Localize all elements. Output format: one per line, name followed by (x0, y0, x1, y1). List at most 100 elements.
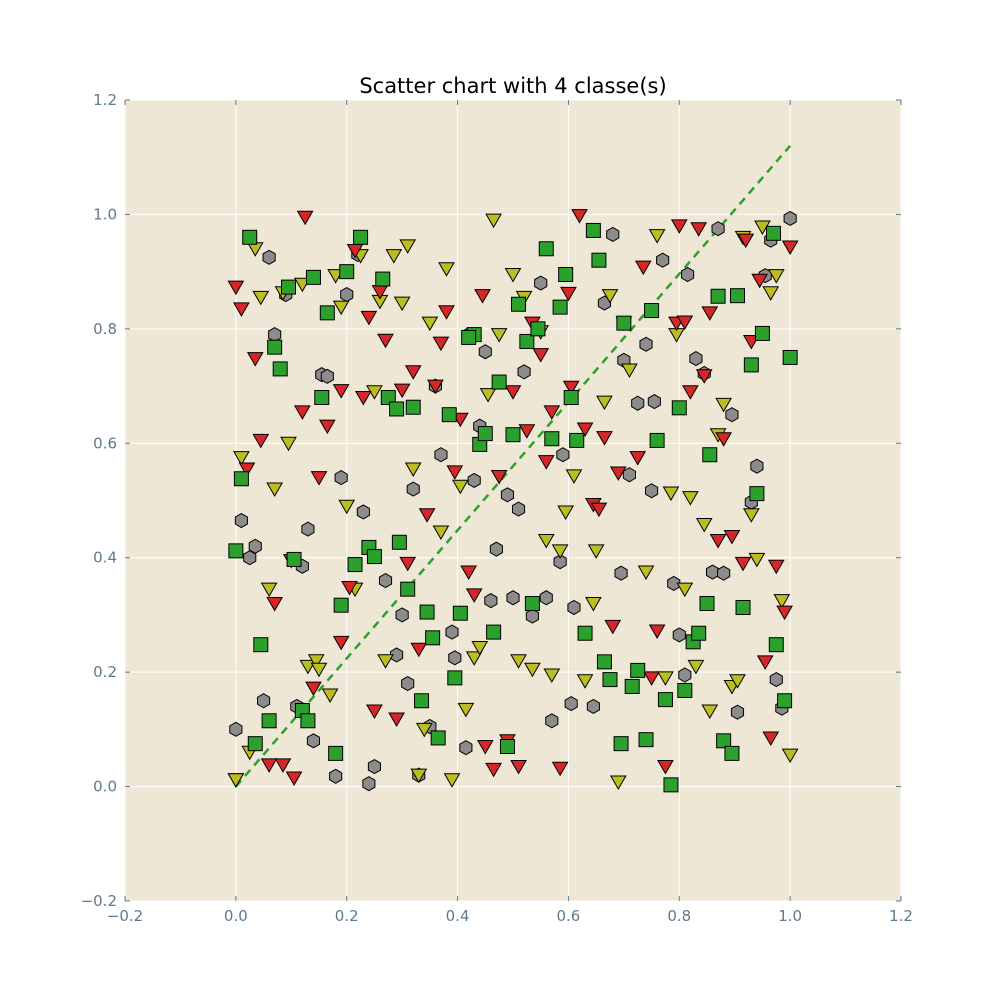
hexagon-point (406, 481, 420, 497)
red-triangle-point (723, 530, 741, 545)
yellow-triangle-point (729, 674, 746, 689)
yellow-triangle-point (465, 651, 483, 666)
square-point (768, 637, 784, 653)
square-point (353, 229, 369, 245)
red-triangle-point (246, 352, 264, 367)
square-point (447, 670, 463, 686)
square-point (499, 739, 515, 755)
yellow-triangle-point (781, 748, 799, 764)
yellow-triangle-point (432, 525, 450, 540)
hexagon-point (769, 672, 783, 688)
square-point (630, 662, 646, 678)
square-point (253, 637, 269, 653)
square-point (671, 400, 687, 416)
hexagon-point (334, 470, 348, 486)
hexagon-point (306, 733, 321, 749)
yellow-triangle-point (421, 316, 439, 332)
red-triangle-point (366, 704, 383, 720)
red-triangle-point (504, 385, 522, 400)
red-triangle-point (410, 642, 428, 658)
square-point (782, 349, 798, 365)
x-tick-label: 0.0 (224, 907, 248, 925)
square-point (261, 713, 277, 729)
x-tick-label: 0.2 (335, 907, 359, 925)
hexagon-point (301, 521, 315, 537)
yellow-triangle-point (504, 268, 522, 283)
yellow-triangle-point (338, 499, 356, 515)
red-triangle-point (305, 681, 322, 697)
square-point (233, 471, 249, 487)
red-triangle-point (446, 465, 464, 480)
yellow-triangle-point (451, 479, 469, 495)
hexagon-point (750, 458, 764, 474)
red-triangle-point (332, 384, 350, 399)
hexagon-point (717, 565, 731, 581)
y-tick-label: −0.2 (81, 892, 117, 910)
square-point (754, 325, 770, 341)
red-triangle-point (590, 502, 608, 518)
hexagon-point (539, 590, 553, 606)
grid-lines (124, 99, 902, 902)
hexagon-point (356, 504, 370, 520)
red-triangle-point (762, 731, 780, 746)
yellow-triangle-point (457, 702, 475, 718)
square-point (380, 390, 396, 406)
red-triangle-point (701, 306, 719, 321)
hexagon-point (329, 768, 343, 784)
square-point (452, 605, 468, 621)
y-tick-label: 1.0 (93, 205, 117, 223)
hexagon-point (484, 593, 498, 609)
yellow-triangle-point (587, 544, 605, 559)
red-triangle-point (648, 624, 666, 639)
square-point (644, 303, 660, 319)
square-point (389, 401, 405, 417)
square-point (558, 267, 574, 283)
red-triangle-point (543, 405, 561, 420)
red-triangle-point (238, 462, 256, 478)
hexagon-point (489, 541, 503, 557)
yellow-triangle-point (399, 239, 417, 254)
yellow-triangle-point (537, 534, 555, 549)
yellow-triangle-point (637, 565, 655, 581)
yellow-triangle-point (701, 704, 719, 720)
red-triangle-point (310, 471, 328, 486)
red-triangle-point (418, 508, 436, 523)
red-triangle-point (318, 419, 336, 435)
hexagon-point (564, 696, 578, 712)
hexagon-point (534, 275, 548, 291)
yellow-triangle-point (443, 773, 461, 788)
square-point (228, 543, 244, 559)
yellow-triangle-point (307, 654, 325, 669)
red-triangle-point (341, 580, 358, 596)
red-triangle-point (399, 556, 417, 572)
square-point (569, 432, 585, 448)
hexagon-point (478, 344, 492, 360)
red-triangle-point (629, 451, 647, 466)
square-point (616, 315, 632, 331)
red-triangle-point (734, 556, 752, 572)
hexagon-point (401, 676, 415, 692)
square-point (638, 732, 654, 748)
square-point (339, 264, 355, 280)
red-triangle-point (438, 305, 455, 320)
yellow-triangle-point (266, 482, 284, 498)
hexagon-point (340, 286, 354, 303)
red-triangle-point (715, 432, 732, 447)
hexagon-point (614, 565, 628, 581)
red-triangle-point (562, 380, 580, 396)
square-point (414, 693, 430, 709)
y-tick-label: 0.4 (93, 549, 117, 567)
trend-line-group (234, 144, 792, 788)
square-point (649, 432, 665, 448)
red-triangle-point (460, 565, 478, 581)
square-point (272, 361, 288, 377)
y-tick-label: 0.8 (93, 320, 117, 338)
square-point (328, 745, 344, 761)
square-point (777, 693, 793, 709)
data-points (227, 209, 799, 793)
x-tick-label: 1.2 (889, 907, 913, 925)
hexagon-point (445, 624, 459, 640)
square-point (710, 288, 726, 304)
trend-line (234, 144, 792, 788)
hexagon-point (448, 650, 462, 666)
